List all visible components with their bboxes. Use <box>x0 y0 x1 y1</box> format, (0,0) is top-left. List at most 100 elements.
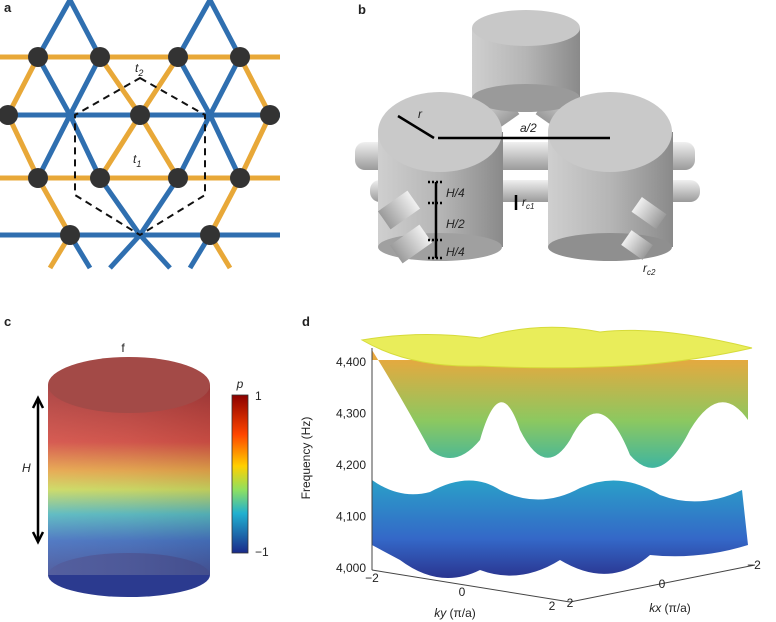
x-axis-title: kx (π/a) <box>649 601 691 615</box>
lattice-blue <box>97 176 143 237</box>
lattice-site <box>0 105 18 125</box>
pressure-field <box>48 385 210 575</box>
axis-unit: (π/a) <box>661 601 691 615</box>
pressure-field <box>48 357 210 597</box>
panel-label: b <box>358 2 366 17</box>
dimension-symbol: r <box>643 261 648 275</box>
y-tick-label: 4,300 <box>336 407 366 421</box>
annotation: f <box>121 341 125 355</box>
hopping-index: 2 <box>137 68 143 78</box>
lattice-blue <box>175 55 213 117</box>
x-tick-label: −2 <box>365 571 379 585</box>
x-tick-label: −2 <box>747 558 761 572</box>
lattice-site <box>168 168 188 188</box>
y-axis-title: Frequency (Hz) <box>299 417 313 500</box>
lattice-blue <box>35 0 73 59</box>
coupling-tube <box>389 224 433 264</box>
lattice-site <box>230 168 250 188</box>
coupling-tube <box>621 230 653 260</box>
hopping-symbol: t <box>133 152 137 166</box>
dimension-label: H/4 <box>446 186 465 200</box>
hopping-label: t1 <box>133 152 141 169</box>
lattice-site <box>28 168 48 188</box>
resonator <box>472 84 580 112</box>
lattice-blue <box>138 233 172 270</box>
colorbar-title: p <box>236 377 244 391</box>
hopping-label: t2 <box>135 61 143 78</box>
dimension-arrow <box>397 114 435 140</box>
x-tick-label: 0 <box>459 585 466 599</box>
lattice-site <box>90 47 110 67</box>
lattice-site <box>130 105 150 125</box>
resonator <box>472 10 580 46</box>
lattice-site <box>260 105 280 125</box>
panel-label: a <box>4 0 12 15</box>
hopping-symbol: t <box>135 61 139 75</box>
y-tick-label: 4,200 <box>336 458 366 472</box>
dimension-label: rc1 <box>522 195 534 211</box>
x-tick-label: 0 <box>659 577 666 591</box>
dimension-index: c1 <box>526 202 534 211</box>
coupling-tube <box>377 190 421 230</box>
dimension-arrow <box>397 114 610 260</box>
unit-cell <box>74 76 206 237</box>
y-tick-label: 4,100 <box>336 510 366 524</box>
lattice-blue <box>67 0 103 59</box>
lattice-yellow <box>97 113 143 180</box>
panel-label: c <box>4 314 11 329</box>
lattice-yellow <box>207 176 243 237</box>
lattice-blue <box>67 55 103 117</box>
lattice-blue <box>108 233 142 270</box>
lattice-site <box>60 225 80 245</box>
colorbar <box>231 394 249 554</box>
axis-line <box>371 348 756 603</box>
dimension-index: c2 <box>647 268 656 277</box>
lattice-site <box>28 47 48 67</box>
lattice-site <box>200 225 220 245</box>
unit-cell <box>74 76 206 237</box>
lattice-site <box>90 168 110 188</box>
band-surface <box>372 480 748 578</box>
pressure-field <box>48 357 210 413</box>
axis-unit: (π/a) <box>446 606 476 620</box>
lattice-blue <box>137 176 181 237</box>
lattice-yellow <box>137 113 181 180</box>
lattice-blue <box>207 55 243 117</box>
band-surface <box>360 326 753 578</box>
band-surface <box>360 326 753 369</box>
lattice-blue <box>207 0 243 59</box>
resonator <box>378 10 673 261</box>
hopping-index: 1 <box>136 159 141 169</box>
lattice-yellow <box>237 113 273 180</box>
height-arrow <box>31 531 45 545</box>
coupling-tube <box>631 197 667 229</box>
axis-symbol: kx <box>649 601 662 615</box>
resonator <box>548 233 672 261</box>
lattice-yellow <box>5 113 41 180</box>
height-arrow <box>31 395 45 545</box>
x-tick-label: 2 <box>549 599 556 613</box>
resonator <box>548 92 672 172</box>
lattice-yellow <box>5 55 41 117</box>
y-tick-label: 4,400 <box>336 355 366 369</box>
lattice-yellow <box>237 55 273 117</box>
coupling-tube <box>377 190 667 264</box>
y-tick-label: 4,000 <box>336 561 366 575</box>
axis-symbol: ky <box>434 606 447 620</box>
band-surface <box>372 350 748 468</box>
lattice-blue <box>35 55 73 117</box>
dimension-label: H/2 <box>446 217 465 231</box>
colorbar-label: −1 <box>255 545 269 559</box>
dimension-label: H <box>22 461 31 475</box>
dimension-label: H/4 <box>446 245 465 259</box>
x-axis-title: ky (π/a) <box>434 606 476 620</box>
resonator <box>378 92 502 172</box>
lattice-blue <box>35 113 73 180</box>
dimension-label: rc2 <box>643 261 656 277</box>
dimension-label: a/2 <box>520 121 537 135</box>
axis-line <box>371 569 571 603</box>
dimension-label: r <box>418 107 423 121</box>
panel-label: d <box>302 314 310 329</box>
